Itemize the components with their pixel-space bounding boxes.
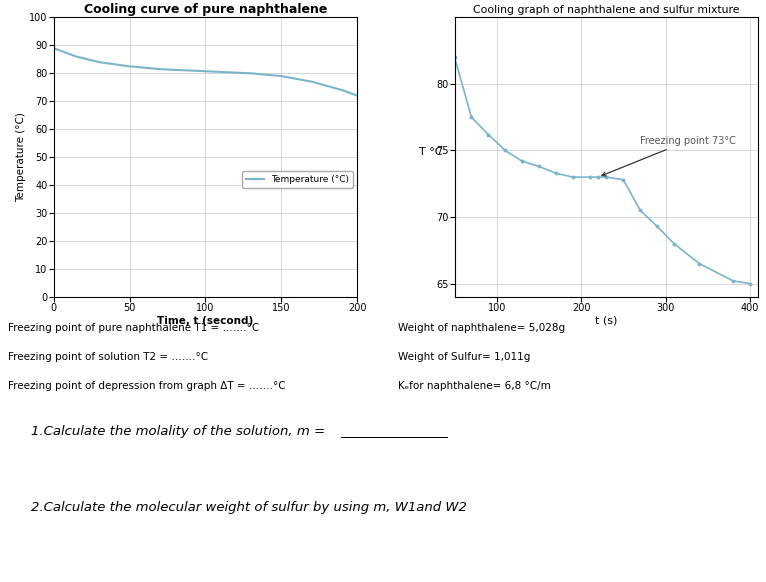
Text: Kₑfor naphthalene= 6,8 °C/m: Kₑfor naphthalene= 6,8 °C/m: [398, 381, 551, 391]
Text: Weight of naphthalene= 5,028g: Weight of naphthalene= 5,028g: [398, 323, 565, 333]
X-axis label: Time, t (second): Time, t (second): [157, 316, 254, 326]
Text: Freezing point 73°C: Freezing point 73°C: [602, 136, 736, 176]
Legend: Temperature (°C): Temperature (°C): [242, 171, 353, 187]
Text: Freezing point of depression from graph ΔT = …….°C: Freezing point of depression from graph …: [8, 381, 285, 391]
X-axis label: t (s): t (s): [595, 316, 617, 326]
Text: Freezing point of solution T2 = …….°C: Freezing point of solution T2 = …….°C: [8, 352, 208, 362]
Text: Weight of Sulfur= 1,011g: Weight of Sulfur= 1,011g: [398, 352, 531, 362]
Title: Cooling graph of naphthalene and sulfur mixture: Cooling graph of naphthalene and sulfur …: [473, 5, 740, 15]
Y-axis label: T °C: T °C: [418, 147, 442, 157]
Text: 2.Calculate the molecular weight of sulfur by using m, W1and W2: 2.Calculate the molecular weight of sulf…: [31, 501, 466, 513]
Y-axis label: Temperature (°C): Temperature (°C): [16, 112, 26, 202]
Text: Freezing point of pure naphthalene T1 = …….°C: Freezing point of pure naphthalene T1 = …: [8, 323, 259, 333]
Text: 1.Calculate the molality of the solution, m =: 1.Calculate the molality of the solution…: [31, 425, 325, 438]
Title: Cooling curve of pure naphthalene: Cooling curve of pure naphthalene: [83, 3, 327, 16]
